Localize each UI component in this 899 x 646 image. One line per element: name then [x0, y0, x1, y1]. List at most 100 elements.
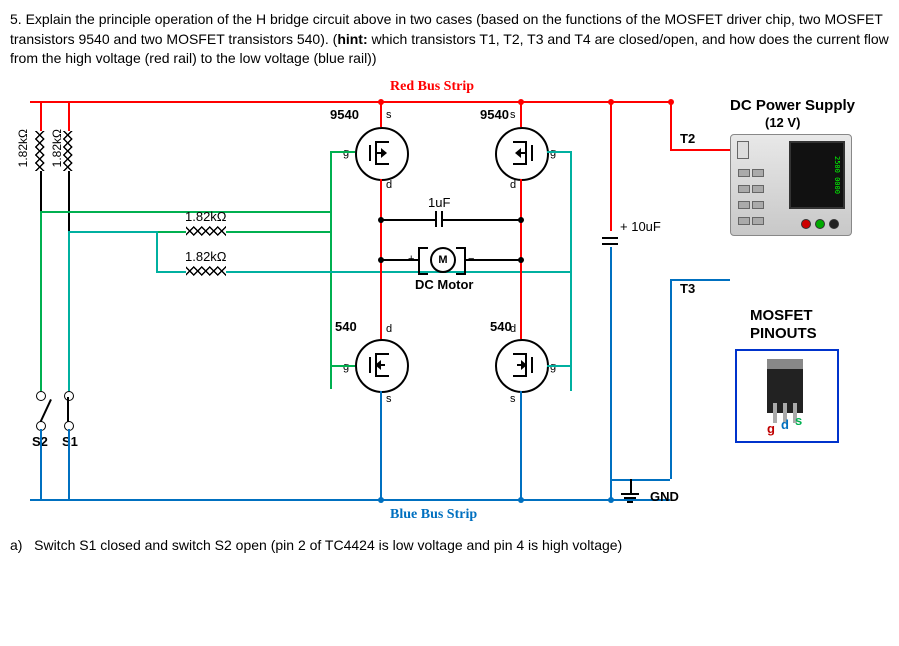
- wire: [670, 101, 672, 149]
- wire: [570, 151, 572, 273]
- wire: [610, 247, 612, 499]
- pin-g: g: [343, 147, 349, 159]
- question-text: 5. Explain the principle operation of th…: [10, 10, 889, 69]
- m-br-label: 540: [490, 319, 512, 334]
- node: [378, 257, 384, 263]
- pinout-diagram: g d s: [735, 349, 839, 443]
- wire: [443, 219, 520, 221]
- wire: [520, 391, 522, 499]
- pin-s: s: [510, 109, 516, 121]
- wire-green-left: [40, 211, 42, 391]
- pin-d: d: [510, 179, 516, 191]
- blue-bus-label: Blue Bus Strip: [390, 507, 477, 523]
- wire: [40, 429, 42, 499]
- subq-letter: a): [10, 537, 22, 553]
- pin-s: s: [386, 393, 392, 405]
- wire: [380, 259, 382, 339]
- wire: [520, 259, 522, 339]
- wire-t3: [670, 279, 730, 281]
- wire: [670, 279, 672, 479]
- mosfet-top-right: [495, 127, 549, 181]
- wire: [156, 271, 186, 273]
- pin-d: d: [386, 323, 392, 335]
- gnd-label: GND: [650, 489, 679, 504]
- psu-title: DC Power Supply: [730, 97, 855, 114]
- pin-g: g: [343, 361, 349, 373]
- pin-s: s: [510, 393, 516, 405]
- pin-d: d: [510, 323, 516, 335]
- node: [378, 497, 384, 503]
- pin-g-label: g: [767, 421, 775, 436]
- c1-label: 1uF: [428, 195, 450, 210]
- wire-t2: [670, 149, 730, 151]
- node: [608, 99, 614, 105]
- pin-d: d: [386, 179, 392, 191]
- wire: [547, 151, 570, 153]
- resistor-r4: [186, 265, 226, 277]
- wire: [330, 365, 332, 389]
- wire: [156, 231, 158, 271]
- node: [378, 217, 384, 223]
- wire: [156, 231, 186, 233]
- subq-text: Switch S1 closed and switch S2 open (pin…: [34, 537, 622, 553]
- wire: [68, 171, 70, 231]
- t3-label: T3: [680, 281, 695, 296]
- node: [608, 497, 614, 503]
- m-bl-label: 540: [335, 319, 357, 334]
- pinouts-title: MOSFET PINOUTS: [750, 307, 870, 343]
- wire: [610, 479, 670, 481]
- motor: M: [430, 247, 456, 273]
- wire-green-gate: [330, 151, 332, 389]
- wire: [330, 271, 572, 273]
- r1-label: 1.82kΩ: [16, 129, 30, 167]
- motor-bracket-l: [418, 247, 428, 275]
- question-number: 5.: [10, 11, 22, 27]
- node: [518, 497, 524, 503]
- wire: [570, 271, 572, 391]
- motor-minus: −: [468, 253, 474, 265]
- resistor-r3: [186, 225, 226, 237]
- wire: [610, 101, 612, 231]
- node: [378, 99, 384, 105]
- motor-bracket-r: [456, 247, 466, 275]
- wire: [226, 271, 330, 273]
- pin-d-label: d: [781, 417, 789, 432]
- wire: [380, 219, 435, 221]
- node: [518, 257, 524, 263]
- r2-label: 1.82kΩ: [50, 129, 64, 167]
- wire: [226, 231, 330, 233]
- wire: [68, 101, 70, 131]
- subquestion-a: a) Switch S1 closed and switch S2 open (…: [10, 537, 889, 553]
- psu-voltage: (12 V): [765, 115, 800, 130]
- red-bus-label: Red Bus Strip: [390, 79, 474, 95]
- motor-plus: +: [408, 253, 414, 265]
- red-rail: [30, 101, 670, 103]
- node: [668, 99, 674, 105]
- r4-label: 1.82kΩ: [185, 249, 227, 264]
- mosfet-bot-right: [495, 339, 549, 393]
- m-tl-label: 9540: [330, 107, 359, 122]
- pin-s: s: [386, 109, 392, 121]
- wire: [380, 391, 382, 499]
- dc-motor-label: DC Motor: [415, 277, 474, 292]
- hint-label: hint:: [337, 31, 367, 47]
- pin-g: g: [550, 361, 556, 373]
- resistor-r1: [34, 131, 46, 171]
- node: [518, 99, 524, 105]
- wire: [68, 429, 70, 499]
- c2-label: + 10uF: [620, 219, 661, 234]
- power-supply: 2500 0000: [730, 134, 852, 236]
- wire: [330, 365, 355, 367]
- wire-teal-left: [68, 231, 70, 391]
- wire: [547, 365, 572, 367]
- r3-label: 1.82kΩ: [185, 209, 227, 224]
- pin-g: g: [550, 147, 556, 159]
- wire-teal-top: [68, 231, 156, 233]
- wire: [630, 479, 632, 493]
- node: [518, 217, 524, 223]
- mosfet-top-left: [355, 127, 409, 181]
- t2-label: T2: [680, 131, 695, 146]
- wire: [40, 171, 42, 211]
- wire: [40, 101, 42, 131]
- mosfet-bot-left: [355, 339, 409, 393]
